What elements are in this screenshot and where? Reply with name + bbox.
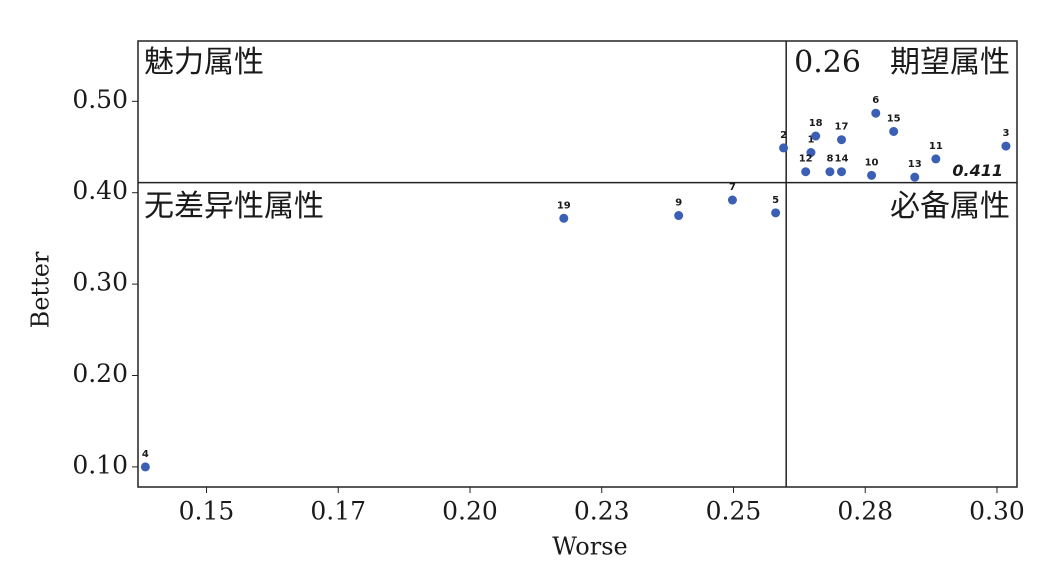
point [1001, 141, 1011, 151]
reference-label: 0.411 [952, 161, 1003, 180]
point [910, 172, 920, 182]
point [871, 108, 881, 118]
point [889, 126, 899, 136]
point [771, 208, 781, 218]
y-tick-label: 0.50 [72, 85, 128, 114]
point-label: 1 [807, 135, 814, 146]
point-label: 11 [929, 141, 943, 152]
plot-frame [137, 40, 1018, 488]
quadrant-label: 魅力属性 [144, 45, 264, 80]
x-tick-label: 0.25 [706, 497, 762, 526]
y-tick-label: 0.20 [72, 359, 128, 388]
x-tick-label: 0.30 [969, 497, 1025, 526]
point-label: 18 [809, 118, 823, 129]
quadrant-label: 期望属性 [890, 45, 1010, 80]
point-label: 6 [872, 95, 879, 106]
point-label: 15 [887, 113, 901, 124]
point-label: 13 [908, 159, 922, 170]
point-label: 19 [557, 200, 571, 211]
point [674, 211, 684, 221]
point-label: 4 [142, 449, 149, 460]
y-tick-label: 0.10 [72, 450, 128, 479]
point-label: 7 [729, 182, 736, 193]
quadrant-label: 无差异性属性 [144, 189, 324, 224]
point [140, 462, 150, 472]
point [811, 131, 821, 141]
y-tick-label: 0.40 [72, 176, 128, 205]
y-axis-title: Better [27, 251, 55, 328]
point-label: 12 [799, 154, 813, 165]
point [837, 167, 847, 177]
quadrant-label: 必备属性 [890, 189, 1010, 224]
point [779, 143, 789, 153]
point [806, 148, 816, 157]
point [727, 195, 737, 205]
point-label: 8 [826, 154, 833, 165]
x-tick-label: 0.15 [179, 497, 235, 526]
point-label: 14 [835, 154, 849, 165]
point [559, 213, 569, 223]
point-label: 10 [865, 157, 879, 168]
point-label: 5 [772, 195, 779, 206]
x-tick-label: 0.28 [837, 497, 893, 526]
point [867, 170, 877, 180]
point-label: 9 [675, 198, 682, 209]
point [837, 135, 847, 145]
x-tick-label: 0.17 [310, 497, 366, 526]
reference-label: 0.26 [794, 45, 861, 80]
x-axis-title: Worse [552, 533, 627, 561]
x-tick-label: 0.23 [574, 497, 630, 526]
point [931, 154, 941, 164]
y-tick-label: 0.30 [72, 268, 128, 297]
point [801, 167, 811, 177]
point-label: 17 [835, 122, 849, 133]
point-label: 3 [1002, 128, 1009, 139]
x-tick-label: 0.20 [442, 497, 498, 526]
point [825, 167, 835, 177]
point-label: 2 [780, 130, 787, 141]
